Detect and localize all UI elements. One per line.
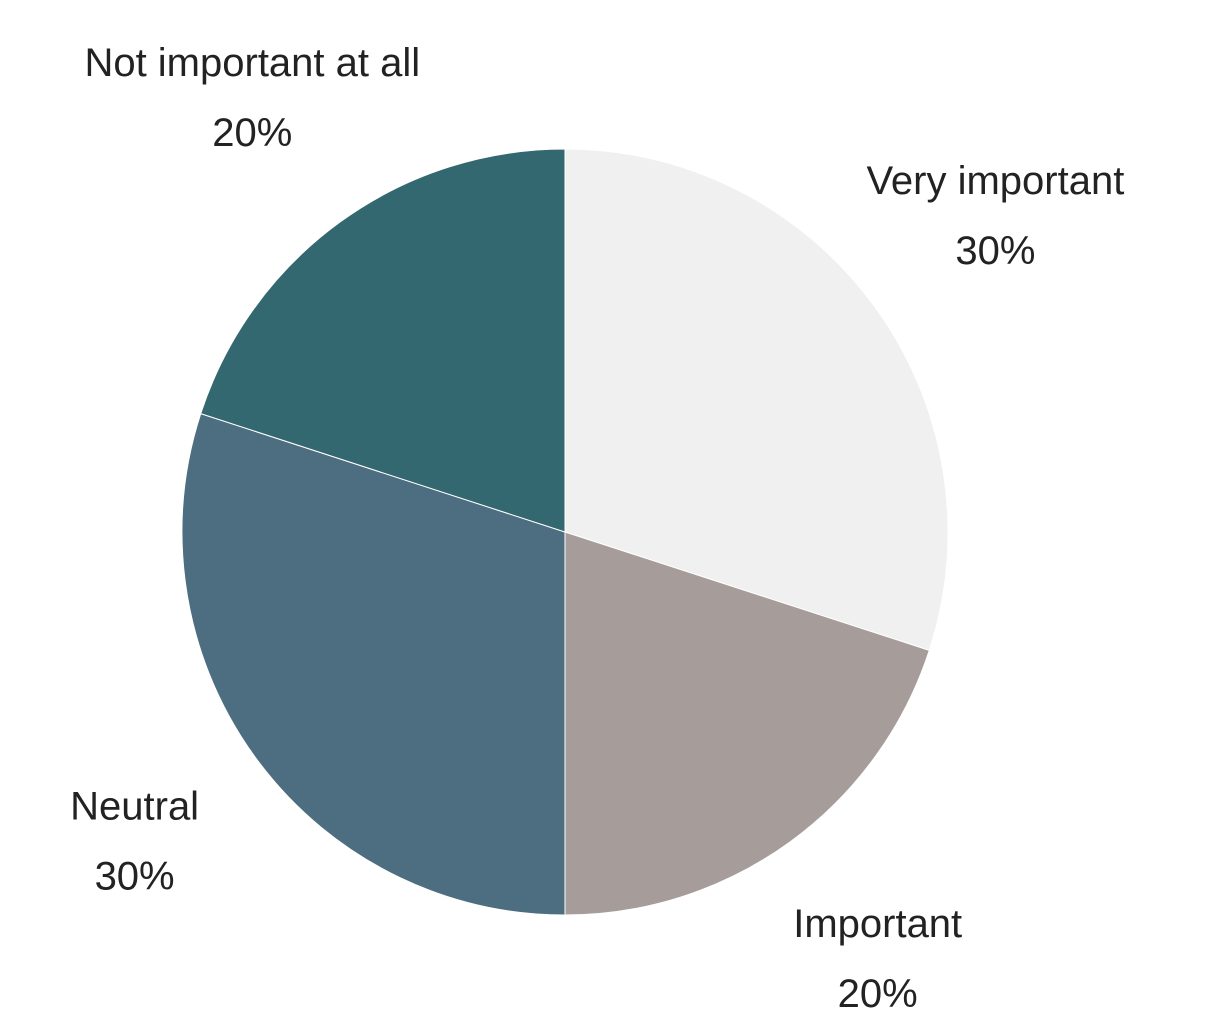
pie-slice — [564, 531, 930, 916]
slice-label: Important — [793, 902, 962, 946]
slice-label: Very important — [866, 159, 1124, 203]
slice-value-label: 30% — [955, 229, 1035, 273]
slice-label: Not important at all — [84, 41, 420, 85]
slice-value-label: 20% — [838, 972, 918, 1016]
slice-value-label: 30% — [95, 854, 175, 898]
slice-label: Neutral — [70, 784, 199, 828]
pie-slice — [200, 148, 566, 533]
pie-slice — [564, 148, 949, 651]
pie-slice — [181, 413, 566, 916]
slice-value-label: 20% — [212, 111, 292, 155]
